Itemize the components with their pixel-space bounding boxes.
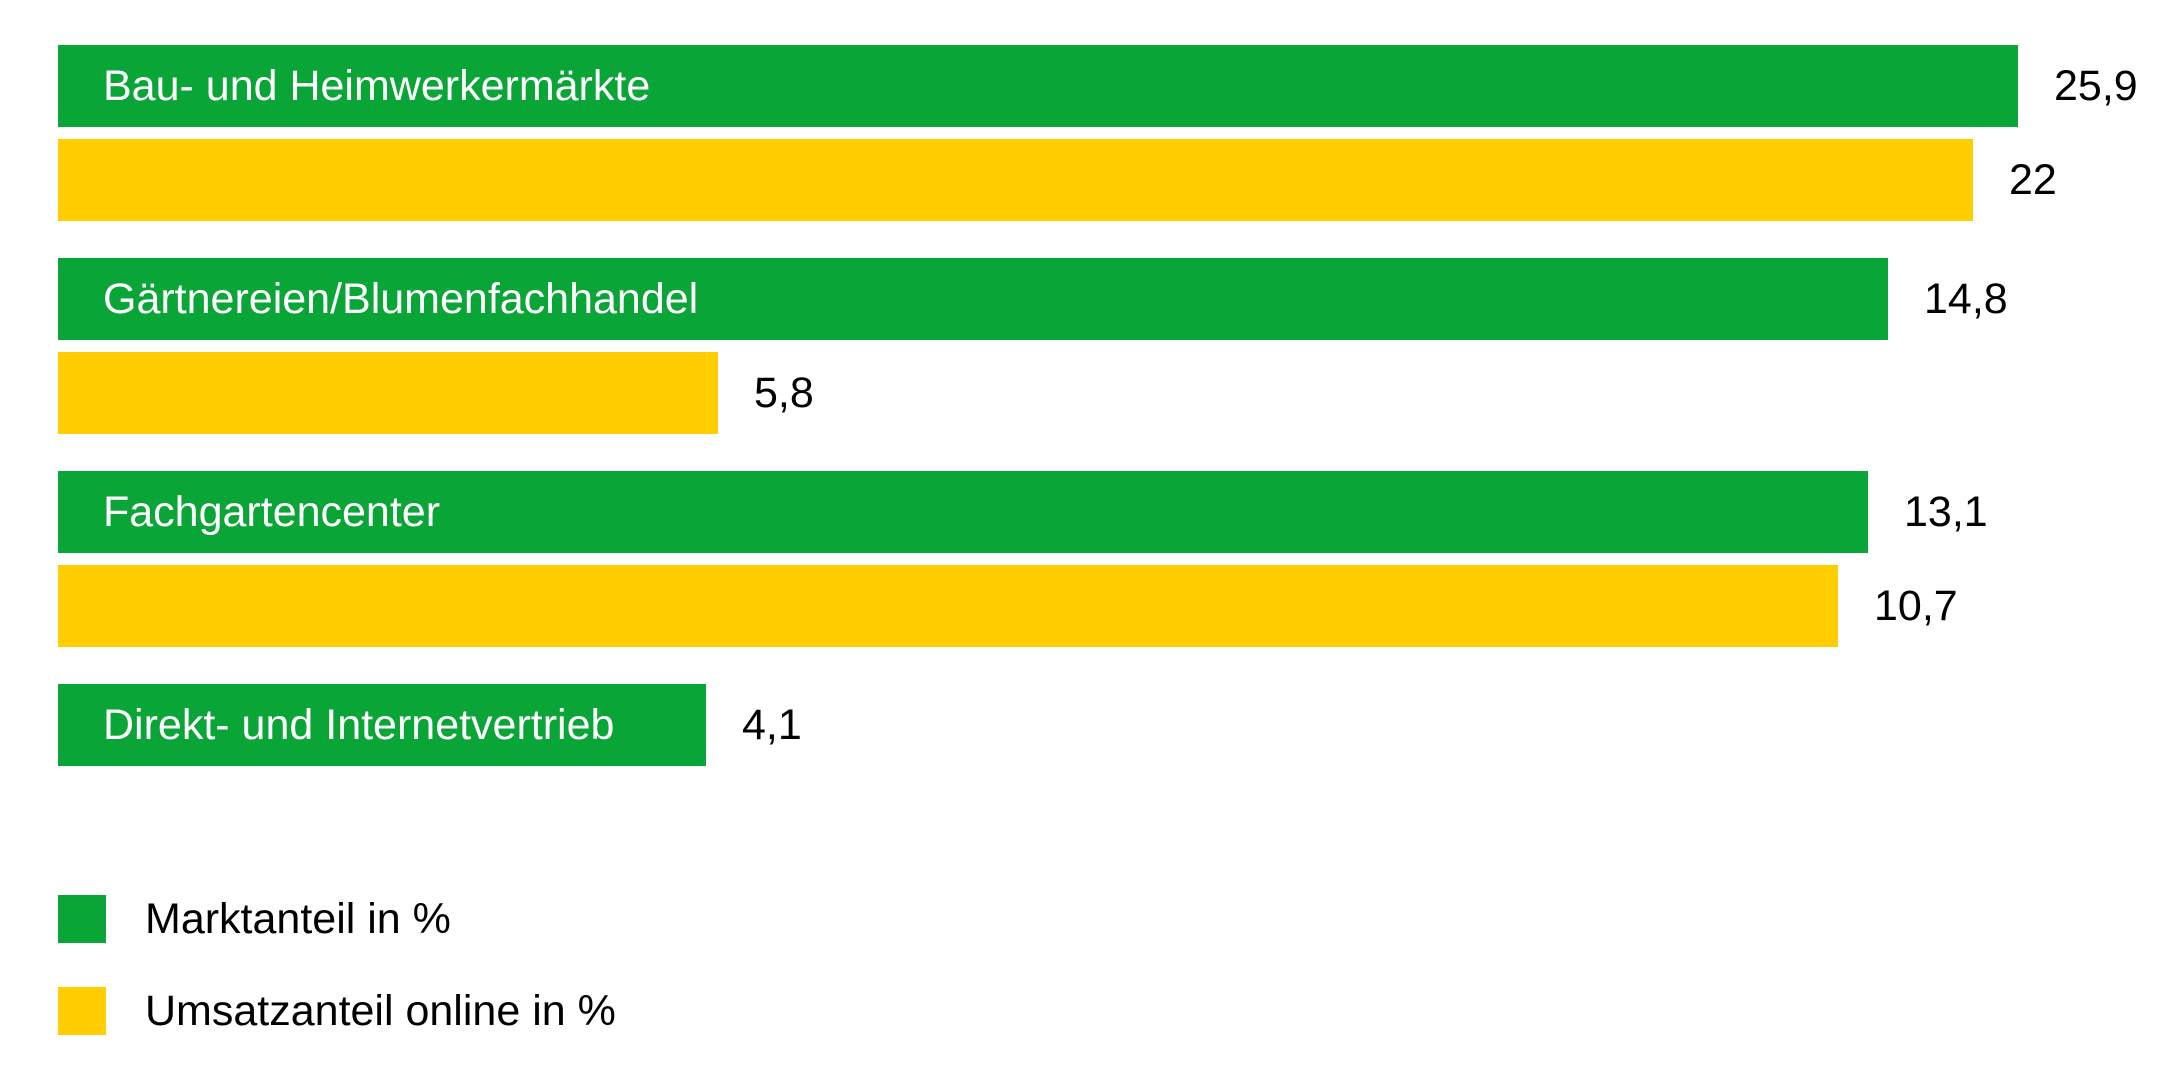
bar-row: 10,7 — [58, 565, 2184, 647]
bar-row: Fachgartencenter 13,1 — [58, 471, 2184, 553]
bar-marktanteil-fachgartencenter: Fachgartencenter — [58, 471, 1868, 553]
bar-row: Gärtnereien/Blumenfachhandel 14,8 — [58, 258, 2184, 340]
legend-label: Umsatzanteil online in % — [145, 986, 616, 1035]
bar-row: Bau- und Heimwerkermärkte 25,9 — [58, 45, 2184, 127]
bar-umsatzanteil-fachgartencenter — [58, 565, 1838, 647]
bar-umsatzanteil-bau — [58, 139, 1973, 221]
bar-umsatzanteil-gaertnereien — [58, 352, 718, 434]
value-label: 14,8 — [1924, 274, 2008, 323]
value-label: 4,1 — [742, 700, 802, 749]
category-label: Gärtnereien/Blumenfachhandel — [103, 274, 699, 323]
bar-marktanteil-direktvertrieb: Direkt- und Internetvertrieb — [58, 684, 706, 766]
category-label: Bau- und Heimwerkermärkte — [103, 61, 651, 110]
category-label: Fachgartencenter — [103, 487, 441, 536]
legend-swatch-green — [58, 895, 106, 943]
bar-row: Direkt- und Internetvertrieb 4,1 — [58, 684, 2184, 766]
value-label: 5,8 — [754, 368, 814, 417]
legend: Marktanteil in % Umsatzanteil online in … — [58, 895, 2184, 1035]
value-label: 10,7 — [1874, 581, 1958, 630]
bar-row: 5,8 — [58, 352, 2184, 434]
bar-row: 22 — [58, 139, 2184, 221]
value-label: 25,9 — [2054, 61, 2138, 110]
value-label: 13,1 — [1904, 487, 1988, 536]
value-label: 22 — [2009, 155, 2057, 204]
legend-item-umsatzanteil-online: Umsatzanteil online in % — [58, 987, 2184, 1035]
legend-label: Marktanteil in % — [145, 894, 451, 943]
category-label: Direkt- und Internetvertrieb — [103, 700, 615, 749]
bar-marktanteil-bau: Bau- und Heimwerkermärkte — [58, 45, 2018, 127]
legend-item-marktanteil: Marktanteil in % — [58, 895, 2184, 943]
bar-marktanteil-gaertnereien: Gärtnereien/Blumenfachhandel — [58, 258, 1888, 340]
legend-swatch-yellow — [58, 987, 106, 1035]
